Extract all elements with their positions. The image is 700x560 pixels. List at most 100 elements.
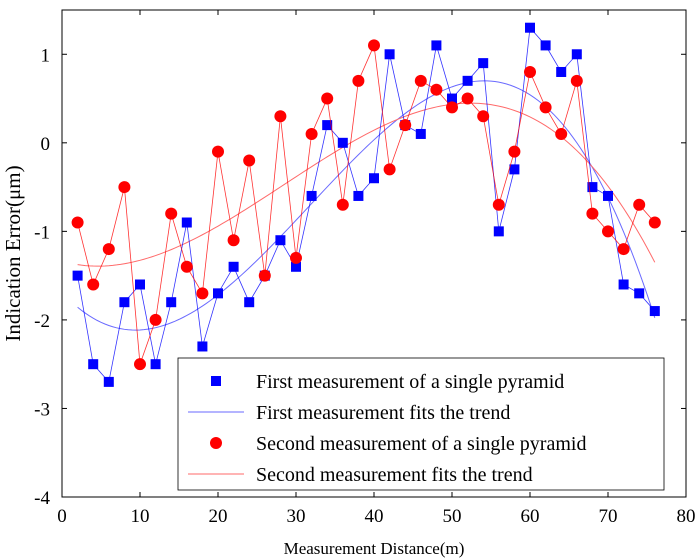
data-point-square	[431, 40, 442, 51]
y-tick-label: 0	[41, 134, 51, 155]
data-point-square	[337, 137, 348, 148]
data-point-square	[197, 341, 208, 352]
data-point-circle	[602, 225, 614, 238]
data-point-circle	[134, 358, 146, 371]
legend-square-swatch	[211, 376, 221, 386]
data-point-circle	[461, 92, 474, 105]
data-point-square	[462, 75, 473, 86]
y-axis-label: Indication Error(μm)	[1, 165, 25, 341]
data-point-circle	[321, 92, 334, 105]
data-point-circle	[555, 127, 568, 140]
trend-line-1	[77, 80, 656, 331]
data-point-circle	[570, 74, 583, 87]
data-point-square	[556, 66, 567, 77]
data-point-circle	[102, 243, 115, 256]
data-point-circle	[87, 278, 100, 291]
axes: 0 10 20 30 40 50 60 70 80 -4 -3 -2 -1 0 1	[34, 9, 696, 527]
data-point-square	[509, 164, 520, 175]
data-point-circle	[430, 83, 443, 96]
y-tick-label: -1	[34, 222, 50, 243]
data-point-square	[275, 235, 286, 246]
x-axis-label: Measurement Distance(m)	[284, 539, 465, 558]
data-point-square	[415, 128, 426, 139]
data-point-circle	[290, 251, 302, 264]
data-point-circle	[539, 101, 552, 114]
legend-label: Second measurement of a single pyramid	[256, 433, 586, 455]
data-point-square	[571, 49, 582, 60]
data-point-circle	[648, 216, 661, 229]
data-point-circle	[352, 74, 365, 87]
data-point-square	[353, 190, 364, 201]
data-point-square	[181, 217, 192, 228]
data-point-circle	[492, 198, 505, 211]
data-point-circle	[243, 154, 256, 167]
data-point-square	[384, 49, 395, 60]
series-connector-2	[77, 43, 656, 365]
data-point-square	[447, 93, 457, 104]
data-point-square	[493, 226, 504, 237]
trend-lines	[77, 80, 656, 331]
data-point-square	[478, 58, 489, 69]
data-point-circle	[149, 313, 162, 326]
x-tick-label: 70	[599, 506, 618, 527]
y-tick-label: -2	[34, 311, 50, 332]
trend-line-3	[77, 102, 656, 267]
x-tick-label: 40	[365, 506, 384, 527]
data-point-square	[72, 270, 83, 281]
y-tick-label: -3	[34, 399, 50, 420]
data-point-circle	[446, 101, 458, 114]
data-point-square	[228, 261, 239, 272]
data-point-circle	[336, 198, 349, 211]
x-tick-label: 60	[521, 506, 540, 527]
data-point-circle	[180, 260, 193, 273]
data-point-circle	[368, 39, 380, 52]
data-point-square	[166, 297, 177, 308]
data-point-square	[525, 22, 535, 33]
data-point-circle	[414, 74, 427, 87]
data-point-circle	[196, 287, 209, 300]
data-point-square	[603, 190, 613, 201]
data-point-circle	[227, 234, 240, 247]
data-point-circle	[71, 216, 84, 229]
legend: First measurement of a single pyramid Fir…	[177, 357, 665, 491]
data-point-square	[213, 288, 223, 299]
data-point-circle	[508, 145, 521, 158]
data-point-square	[119, 297, 130, 308]
data-point-square	[634, 288, 645, 299]
legend-label: First measurement fits the trend	[256, 402, 510, 424]
x-tick-label: 10	[131, 506, 150, 527]
data-point-square	[322, 120, 333, 131]
data-point-square	[135, 279, 145, 290]
data-point-square	[150, 359, 161, 370]
data-point-square	[244, 297, 255, 308]
series-connector-0	[77, 26, 656, 383]
legend-circle-swatch	[210, 437, 222, 449]
data-point-circle	[477, 110, 490, 123]
data-point-circle	[586, 207, 599, 220]
x-tick-label: 30	[287, 506, 306, 527]
data-point-square	[369, 173, 379, 184]
y-tick-label: -4	[34, 488, 50, 509]
data-point-circle	[399, 119, 412, 132]
data-point-square	[103, 376, 114, 387]
data-point-circle	[118, 181, 131, 194]
x-tick-label: 50	[443, 506, 462, 527]
data-point-square	[540, 40, 551, 51]
data-point-square	[587, 182, 598, 193]
data-point-circle	[212, 145, 224, 158]
data-point-circle	[305, 127, 318, 140]
data-point-square	[291, 261, 301, 272]
data-point-circle	[383, 163, 396, 176]
data-series	[71, 22, 661, 387]
data-point-circle	[274, 110, 287, 123]
x-tick-label: 0	[57, 506, 67, 527]
legend-label: Second measurement fits the trend	[256, 464, 533, 486]
data-point-square	[649, 306, 660, 317]
data-point-square	[618, 279, 629, 290]
data-point-circle	[633, 198, 646, 211]
legend-label: First measurement of a single pyramid	[256, 371, 564, 393]
data-point-circle	[617, 243, 630, 256]
data-point-circle	[165, 207, 178, 220]
data-point-square	[88, 359, 99, 370]
